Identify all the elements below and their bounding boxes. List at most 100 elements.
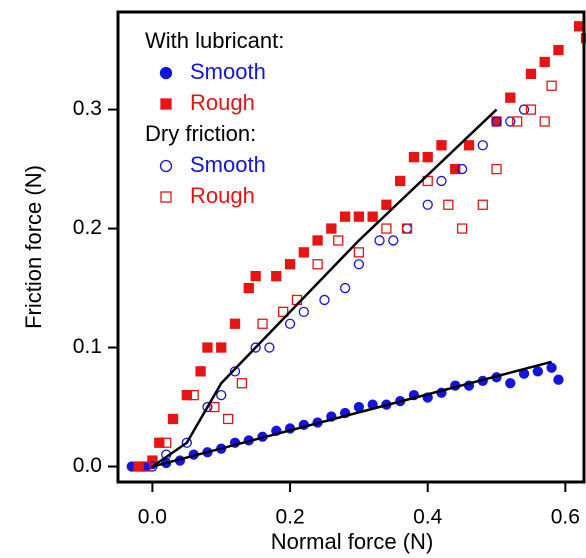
data-point	[257, 318, 268, 329]
data-point	[250, 271, 261, 282]
legend-heading: With lubricant:	[145, 28, 284, 53]
legend-label: Rough	[190, 183, 255, 208]
data-point	[539, 116, 550, 127]
data-point	[553, 44, 564, 56]
data-point	[505, 92, 516, 103]
data-point	[298, 306, 309, 317]
data-point	[353, 259, 365, 270]
data-point	[236, 378, 248, 389]
data-point	[202, 401, 213, 413]
data-point	[532, 366, 543, 377]
data-point	[491, 163, 502, 175]
data-point	[546, 362, 557, 373]
data-point	[505, 116, 516, 127]
data-point	[422, 152, 433, 163]
data-point	[401, 223, 413, 234]
data-point	[312, 235, 323, 246]
data-point	[209, 401, 220, 413]
data-point	[195, 366, 206, 377]
data-point	[408, 152, 420, 163]
data-point	[573, 21, 585, 32]
data-point	[181, 437, 192, 448]
data-point	[216, 342, 227, 353]
legend-label: Smooth	[190, 59, 266, 84]
data-point	[525, 104, 537, 115]
data-point	[181, 389, 192, 401]
fit-line	[151, 108, 498, 468]
x-tick-label: 0.4	[413, 506, 443, 529]
data-point	[250, 342, 261, 353]
data-point	[477, 199, 488, 210]
data-point	[202, 342, 213, 353]
data-point	[353, 247, 365, 258]
data-point	[161, 437, 172, 448]
data-point	[284, 318, 296, 329]
data-point	[456, 163, 468, 175]
data-point	[381, 199, 392, 210]
data-point	[264, 342, 275, 353]
data-point	[339, 211, 351, 222]
plot-frame	[116, 10, 586, 484]
data-point	[512, 116, 523, 127]
data-point	[443, 199, 454, 210]
data-point	[463, 140, 475, 151]
data-point	[154, 437, 165, 448]
data-point	[539, 56, 550, 68]
x-axis-title: Normal force (N)	[271, 529, 434, 554]
data-point	[188, 389, 199, 401]
data-point	[401, 223, 413, 234]
data-point	[278, 306, 289, 317]
data-point	[333, 235, 344, 246]
data-point	[284, 259, 296, 270]
y-tick-label: 0.1	[73, 335, 102, 358]
data-point	[395, 175, 406, 187]
legend-heading: Dry friction:	[145, 121, 256, 146]
data-point	[216, 389, 227, 401]
data-point	[553, 374, 564, 385]
x-tick-label: 0.0	[138, 506, 167, 529]
legend-marker	[159, 159, 173, 173]
data-point	[477, 140, 488, 151]
data-point	[456, 223, 468, 234]
legend-marker	[160, 191, 172, 203]
plot-area	[126, 21, 586, 472]
y-tick-label: 0.0	[73, 454, 102, 477]
legend: With lubricant: Smooth Rough Dry friction: S…	[145, 28, 284, 208]
y-tick-label: 0.3	[73, 97, 102, 120]
fit-line	[152, 360, 552, 468]
x-tick-label: 0.6	[551, 506, 580, 529]
data-point	[339, 282, 351, 294]
data-point	[367, 211, 378, 222]
data-point	[229, 318, 241, 329]
data-point	[525, 68, 537, 80]
legend-label: Smooth	[190, 152, 266, 177]
data-point	[518, 104, 530, 115]
data-point	[388, 235, 399, 246]
y-axis-title: Friction force (N)	[21, 165, 46, 329]
data-point	[374, 235, 385, 246]
data-point	[422, 199, 433, 210]
data-point	[353, 211, 365, 222]
data-point	[312, 259, 323, 270]
legend-marker	[160, 98, 172, 110]
data-point	[271, 271, 282, 282]
data-point	[133, 461, 144, 472]
data-point	[546, 80, 557, 91]
data-point	[298, 247, 309, 258]
data-point	[450, 163, 461, 175]
data-point	[229, 366, 241, 377]
data-point	[381, 223, 392, 234]
data-point	[505, 378, 516, 389]
legend-marker	[159, 66, 173, 80]
data-point	[140, 461, 151, 472]
data-point	[326, 223, 337, 234]
data-point	[167, 413, 179, 425]
data-point	[436, 175, 447, 187]
data-point	[319, 294, 330, 306]
data-point	[222, 413, 234, 425]
y-tick-label: 0.2	[73, 216, 102, 239]
data-point	[491, 116, 502, 127]
legend-label: Rough	[190, 90, 255, 115]
data-point	[436, 140, 447, 151]
